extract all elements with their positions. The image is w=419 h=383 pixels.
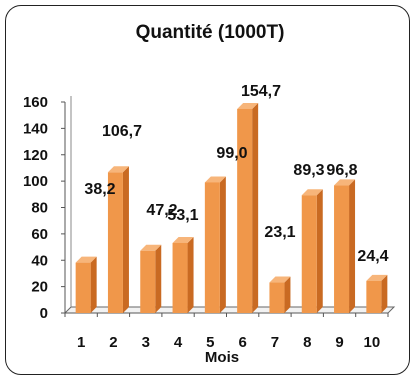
data-label: 106,7 [102, 123, 142, 140]
bar-top [237, 102, 259, 109]
bar-side [155, 244, 162, 313]
y-tick-label: 100 [23, 173, 48, 190]
x-tick-label: 7 [271, 334, 279, 351]
x-axis-label: Mois [205, 349, 239, 366]
bar-side [284, 276, 291, 313]
x-tick-label: 8 [303, 334, 311, 351]
bar-side [90, 256, 97, 313]
data-label: 47,2 [146, 202, 177, 219]
y-tick-label: 80 [31, 200, 48, 217]
bar-side [349, 179, 356, 313]
bar-top [301, 189, 323, 196]
y-tick-label: 20 [31, 279, 48, 296]
data-label: 23,1 [264, 224, 295, 241]
x-tick-label: 10 [364, 334, 381, 351]
chart-bars [75, 102, 388, 313]
bar [301, 195, 317, 313]
bar-side [122, 166, 129, 313]
bar-top [269, 276, 291, 283]
bar-top [172, 236, 194, 243]
data-label: 53,1 [167, 207, 198, 224]
x-tick-label: 6 [238, 334, 246, 351]
bar [204, 182, 220, 313]
bar-top [204, 176, 226, 183]
bar-side [187, 236, 194, 313]
bar-side [316, 189, 323, 313]
bar-top [366, 274, 388, 281]
bar [366, 280, 382, 313]
bar-top [140, 244, 162, 251]
chart-data-labels: 38,2 106,7 47,253,1 99,0 154,7 23,1 89,3 96,8 24… [84, 83, 388, 265]
bar-side [219, 176, 226, 313]
y-tick-label: 160 [23, 94, 48, 111]
x-tick-label: 1 [77, 334, 85, 351]
y-tick-label: 60 [31, 226, 48, 243]
data-label: 99,0 [216, 145, 247, 162]
x-tick-label: 5 [206, 334, 214, 351]
x-tick-label: 9 [335, 334, 343, 351]
bar [140, 250, 156, 313]
bar [75, 262, 91, 313]
data-label: 24,4 [357, 248, 388, 265]
x-tick-label: 3 [142, 334, 150, 351]
bar [237, 108, 253, 313]
data-label: 38,2 [84, 181, 115, 198]
bar-top [75, 256, 97, 263]
bar-top [107, 166, 129, 173]
chart-title: Quantité (1000T) [136, 22, 285, 43]
bar [334, 185, 350, 313]
data-label: 89,3 [293, 162, 324, 179]
bar [269, 282, 285, 313]
y-tick-label: 40 [31, 252, 48, 269]
bar-side [252, 102, 259, 313]
data-label: 154,7 [241, 83, 281, 100]
bar [107, 172, 123, 313]
data-label: 96,8 [326, 162, 357, 179]
y-tick-label: 120 [23, 147, 48, 164]
y-tick-label: 140 [23, 120, 48, 137]
x-tick-label: 2 [109, 334, 117, 351]
bar-top [334, 179, 356, 186]
bar [172, 242, 188, 313]
x-tick-label: 4 [174, 334, 183, 351]
y-tick-label: 0 [40, 305, 48, 322]
bar-side [381, 274, 388, 313]
